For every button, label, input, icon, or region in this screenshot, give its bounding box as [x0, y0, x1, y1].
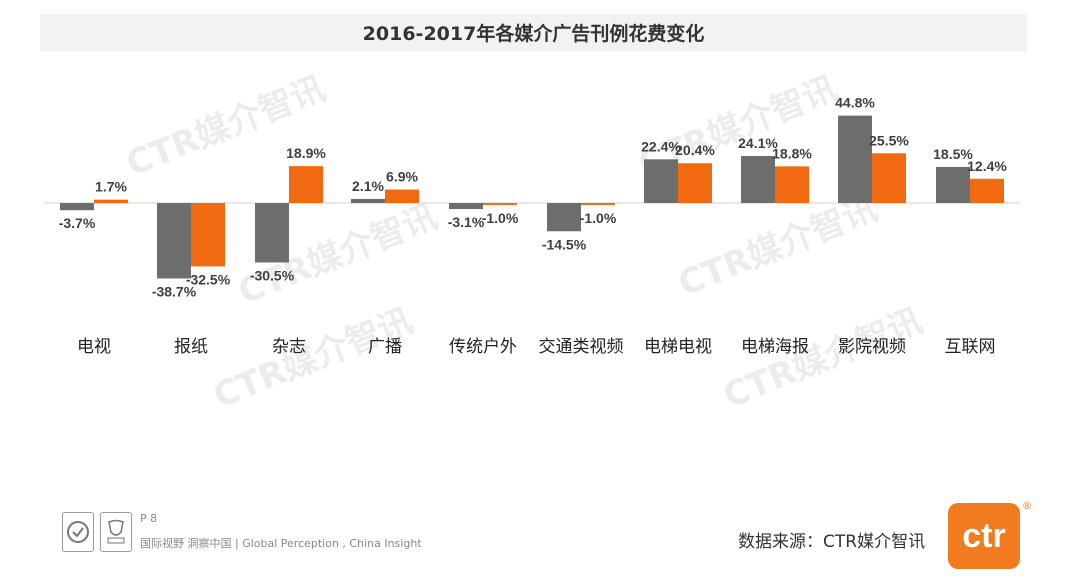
data-label: 1.7%	[95, 179, 127, 195]
bar	[255, 203, 289, 263]
data-label: 22.4%	[641, 138, 681, 154]
bar	[741, 156, 775, 203]
category-label: 互联网	[945, 337, 996, 357]
bar	[872, 153, 906, 203]
registered-mark: ®	[1022, 501, 1032, 512]
bar	[94, 199, 128, 203]
bar	[483, 203, 517, 205]
data-label: -32.5%	[186, 271, 231, 287]
ctr-logo: ctr	[948, 503, 1020, 569]
bar	[289, 166, 323, 203]
bar	[157, 203, 191, 279]
ukas-mark-icon	[100, 512, 132, 552]
data-label: 6.9%	[386, 169, 418, 185]
data-label: -1.0%	[482, 210, 519, 226]
data-label: -3.1%	[448, 214, 485, 230]
data-label: 2.1%	[352, 178, 384, 194]
certification-logos	[62, 512, 132, 552]
page-title: 2016-2017年各媒介广告刊例花费变化	[362, 23, 705, 45]
bar	[60, 203, 94, 211]
data-label: -38.7%	[152, 283, 197, 299]
category-label: 电梯海报	[741, 337, 809, 357]
title-bar: 2016-2017年各媒介广告刊例花费变化	[40, 14, 1027, 51]
bar	[191, 203, 225, 267]
bar	[581, 203, 615, 205]
data-label: -14.5%	[542, 236, 587, 252]
data-label: 18.9%	[286, 145, 326, 161]
data-label: 18.5%	[933, 146, 973, 162]
category-label: 报纸	[174, 337, 208, 357]
data-label: 24.1%	[738, 135, 778, 151]
data-label: -30.5%	[250, 267, 295, 283]
category-label: 电视	[77, 337, 111, 357]
bar	[970, 178, 1004, 203]
bar	[678, 163, 712, 203]
category-label: 电梯电视	[644, 337, 712, 357]
data-label: -1.0%	[580, 210, 617, 226]
category-label: 传统户外	[449, 337, 517, 357]
data-label: 18.8%	[772, 145, 812, 161]
data-label: 20.4%	[675, 142, 715, 158]
data-label: 25.5%	[869, 132, 909, 148]
data-label: 12.4%	[967, 158, 1007, 174]
category-label: 杂志	[272, 337, 306, 357]
bar	[449, 203, 483, 210]
data-label: 44.8%	[835, 95, 875, 111]
data-source: 数据来源：CTR媒介智讯	[738, 532, 926, 552]
slogan: 国际视野 洞察中国 | Global Perception , China In…	[140, 537, 422, 550]
certification-seal-icon	[62, 512, 94, 552]
bar	[936, 166, 970, 203]
category-label: 影院视频	[838, 337, 906, 357]
category-label: 广播	[368, 337, 402, 357]
category-label: 交通类视频	[539, 337, 624, 357]
bar	[547, 203, 581, 232]
page-number: P 8	[140, 512, 158, 525]
bar	[775, 166, 809, 203]
data-label: -3.7%	[59, 215, 96, 231]
bar	[385, 189, 419, 203]
bar	[838, 115, 872, 203]
bar	[644, 159, 678, 203]
bar	[351, 198, 385, 203]
